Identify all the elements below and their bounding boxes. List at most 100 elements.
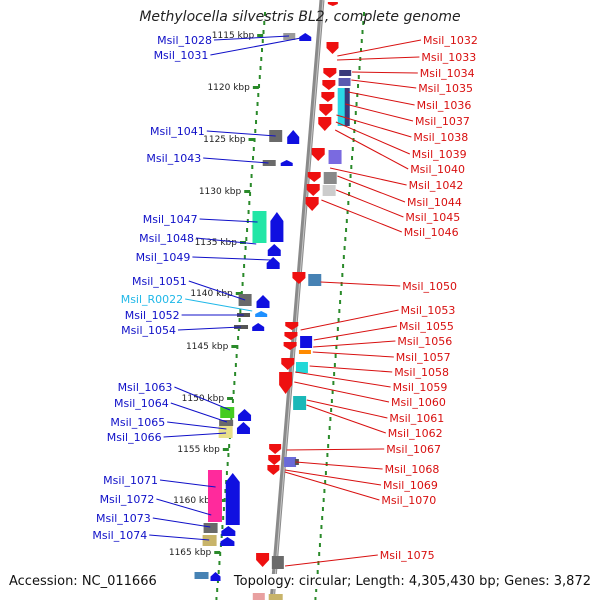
left-track-dot <box>261 48 264 52</box>
right-leader-line <box>336 189 404 218</box>
left-track-dot <box>238 318 241 322</box>
left-track-dot <box>234 363 237 367</box>
left-leader-line <box>167 421 227 430</box>
left-gene-label: Msil_1072 <box>100 493 155 506</box>
right-gene-label: Msil_1046 <box>404 226 459 239</box>
forward-gene-arrow <box>252 323 265 331</box>
reverse-gene-arrow <box>256 553 270 567</box>
right-track-dot <box>318 552 321 556</box>
accession-text: Accession: NC_011666 <box>9 574 157 589</box>
gene-block <box>295 362 308 373</box>
left-track-dot <box>242 273 245 277</box>
reverse-gene-arrow <box>285 322 299 330</box>
gene-block <box>271 556 284 569</box>
kbp-label: 1155 kbp <box>177 445 220 455</box>
rna-gene-arrow <box>255 311 268 317</box>
forward-gene-arrow <box>299 33 312 41</box>
left-track-dot <box>240 291 243 295</box>
kbp-tick <box>231 345 238 348</box>
gene-block <box>293 396 307 410</box>
left-track-dot <box>237 336 240 340</box>
left-track-dot <box>228 444 231 448</box>
gene-block <box>344 88 350 126</box>
right-track-dot <box>314 597 317 600</box>
forward-gene-arrow <box>221 526 236 536</box>
right-leader-line <box>312 351 394 358</box>
reverse-gene-arrow <box>319 104 333 116</box>
right-track-dot <box>354 120 357 124</box>
reverse-gene-arrow <box>306 184 320 196</box>
right-track-dot <box>330 408 333 412</box>
right-gene-label: Msil_1053 <box>401 304 456 317</box>
gene-block <box>218 426 233 438</box>
right-track-dot <box>345 219 348 223</box>
gene-block <box>322 185 336 196</box>
right-track-dot <box>333 372 336 376</box>
right-track-dot <box>340 282 343 286</box>
right-leader-line <box>321 199 402 233</box>
left-leader-line <box>170 402 228 423</box>
reverse-gene-arrow <box>318 117 332 131</box>
kbp-label: 1160 kbp <box>173 496 216 506</box>
left-track-dot <box>258 84 261 88</box>
right-track-dot <box>323 489 326 493</box>
right-gene-label: Msil_1040 <box>410 163 465 176</box>
left-track-dot <box>257 93 260 97</box>
kbp-tick <box>235 292 242 295</box>
kbp-label: 1165 kbp <box>169 548 212 558</box>
left-gene-label: Msil_R0022 <box>121 293 183 306</box>
left-track-dot <box>233 381 236 385</box>
right-track-dot <box>339 300 342 304</box>
right-track-dot <box>363 12 366 16</box>
right-track-dot <box>315 588 318 592</box>
right-track-dot <box>341 273 344 277</box>
right-gene-label: Msil_1035 <box>418 82 473 95</box>
right-track-dot <box>362 21 365 25</box>
right-gene-label: Msil_1034 <box>420 67 475 80</box>
right-gene-label: Msil_1050 <box>402 280 457 293</box>
left-leader-line <box>163 432 227 438</box>
right-gene-label: Msil_1067 <box>386 443 441 456</box>
right-leader-line <box>335 121 410 155</box>
forward-gene-arrow <box>256 295 270 308</box>
right-track-dot <box>320 525 323 529</box>
right-track-dot <box>324 480 327 484</box>
left-gene-label: Msil_1041 <box>150 125 205 138</box>
left-leader-line <box>210 37 301 56</box>
right-track-dot <box>357 84 360 88</box>
gene-block <box>234 325 249 329</box>
right-gene-label: Msil_1068 <box>385 463 440 476</box>
right-gene-label: Msil_1060 <box>391 396 446 409</box>
gene-block <box>220 407 235 418</box>
right-track-dot <box>351 156 354 160</box>
left-track-dot <box>258 75 261 79</box>
left-track-dot <box>248 201 251 205</box>
left-leader-line <box>149 534 210 541</box>
right-track-dot <box>346 210 349 214</box>
right-leader-line <box>306 404 386 434</box>
right-gene-label: Msil_1044 <box>407 196 462 209</box>
right-track-dot <box>357 75 360 79</box>
gene-block <box>252 211 267 243</box>
right-track-dot <box>337 318 340 322</box>
right-leader-line <box>286 448 385 451</box>
right-track-dot <box>360 48 363 52</box>
left-gene-label: Msil_1031 <box>154 49 209 62</box>
left-track-dot <box>249 192 252 196</box>
right-track-dot <box>318 543 321 547</box>
right-leader-line <box>345 103 414 122</box>
left-track-dot <box>231 399 234 403</box>
right-track-dot <box>358 66 361 70</box>
left-track-dot <box>252 156 255 160</box>
right-leader-line <box>320 281 401 287</box>
gene-block <box>283 33 296 40</box>
reverse-gene-arrow <box>268 455 281 465</box>
left-track-dot <box>264 12 267 16</box>
left-track-dot <box>250 174 253 178</box>
left-track-dot <box>261 39 264 43</box>
left-track-dot <box>221 525 224 529</box>
right-track-dot <box>360 39 363 43</box>
kbp-tick <box>248 138 255 141</box>
right-track-dot <box>336 327 339 331</box>
gene-block <box>202 535 217 546</box>
